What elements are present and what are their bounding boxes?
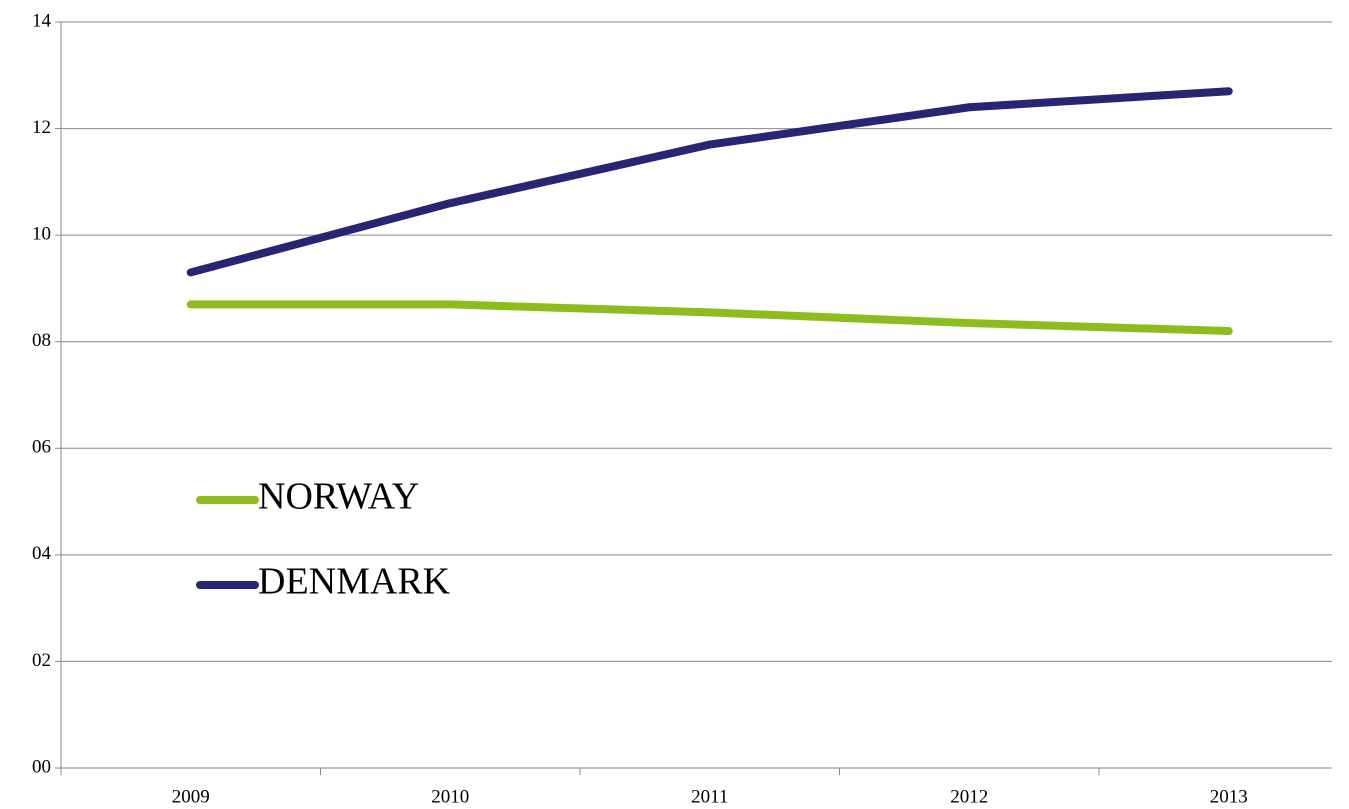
y-tick-label: 08 [32, 330, 51, 351]
legend-label: NORWAY [258, 476, 419, 518]
x-tick-label: 2010 [431, 786, 469, 807]
x-tick-label: 2011 [691, 786, 728, 807]
x-tick-label: 2013 [1210, 786, 1248, 807]
x-tick-label: 2009 [172, 786, 210, 807]
y-tick-label: 04 [32, 543, 52, 564]
y-tick-label: 02 [32, 650, 51, 671]
line-series [186, 300, 1233, 336]
y-tick-label: 00 [32, 756, 51, 777]
legend-label: DENMARK [258, 561, 451, 603]
y-tick-label: 14 [32, 10, 52, 31]
y-tick-label: 10 [32, 224, 51, 245]
line-series [186, 87, 1233, 277]
x-tick-label: 2012 [950, 786, 988, 807]
y-tick-label: 06 [32, 437, 51, 458]
y-tick-label: 12 [32, 117, 51, 138]
